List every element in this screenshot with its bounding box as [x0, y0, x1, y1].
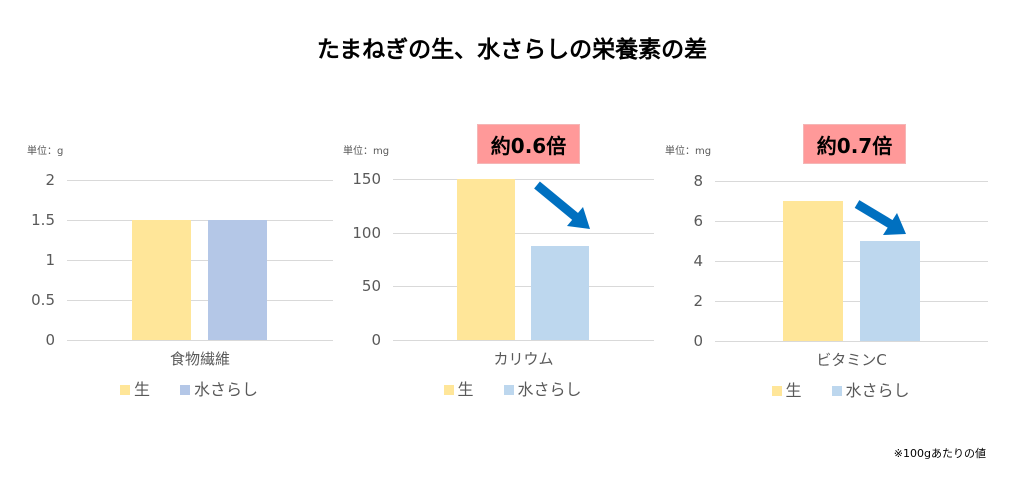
legend-label: 生 [785, 381, 802, 400]
legend-item: 水さらし [180, 376, 258, 400]
gridline [393, 179, 654, 180]
bar-raw [457, 179, 515, 340]
legend-item: 生 [771, 377, 802, 401]
legend-swatch [503, 385, 514, 395]
legend-label: 生 [134, 380, 151, 399]
y-tick-label: 0 [371, 331, 381, 349]
gridline [393, 340, 654, 341]
plot-area: 0 2 4 6 8 [693, 172, 988, 350]
plot-area: 0 50 100 150 [352, 170, 654, 349]
bar-soaked [531, 245, 589, 340]
gridline [393, 232, 654, 234]
unit-label: 単位：g [27, 146, 64, 157]
legend-item: 水さらし [503, 376, 582, 400]
legend: 生 水さらし [771, 377, 910, 401]
gridline [67, 340, 333, 341]
gridline [67, 300, 333, 301]
legend-label: 水さらし [194, 380, 259, 399]
gridline [715, 261, 988, 262]
category-label: 食物繊維 [169, 350, 230, 368]
category-label: カリウム [493, 350, 554, 368]
y-tick-label: 0.5 [31, 291, 55, 309]
unit-label: 単位：mg [343, 146, 390, 157]
ratio-badge: 約0.6倍 [477, 124, 580, 164]
page-title: たまねぎの生、水さらしの栄養素の差 [316, 37, 708, 63]
bar-soaked [860, 241, 920, 341]
y-tick-label: 6 [693, 212, 703, 230]
footnote: ※100gあたりの値 [893, 447, 986, 460]
y-tick-label: 4 [693, 252, 703, 270]
legend-swatch [443, 385, 454, 395]
y-tick-label: 0 [693, 332, 703, 350]
legend-label: 生 [457, 380, 474, 399]
unit-label: 単位：mg [665, 146, 712, 157]
legend-label: 水さらし [845, 381, 910, 400]
legend: 生 水さらし [443, 376, 582, 400]
bar-soaked [208, 220, 267, 340]
y-tick-label: 50 [361, 277, 381, 296]
gridline [715, 341, 988, 342]
legend-swatch [831, 386, 842, 396]
gridline [393, 286, 654, 288]
gridline [67, 180, 333, 181]
plot-area: 0 0.5 1 1.5 2 [31, 171, 333, 349]
gridline [715, 301, 988, 302]
bar-raw [783, 201, 843, 341]
y-tick-label: 150 [352, 170, 381, 188]
y-tick-label: 1.5 [31, 211, 55, 229]
y-tick-label: 0 [45, 331, 55, 349]
category-label: ビタミンC [816, 351, 887, 369]
bar-raw [132, 220, 191, 340]
gridline [67, 220, 333, 221]
gridline [715, 221, 988, 222]
legend-swatch [180, 385, 191, 395]
legend-swatch [771, 386, 782, 396]
y-tick-label: 1 [45, 251, 55, 269]
legend: 生 水さらし [120, 376, 258, 400]
gridline [67, 260, 333, 261]
y-tick-label: 100 [352, 223, 381, 242]
legend-label: 水さらし [517, 380, 582, 399]
legend-item: 生 [120, 376, 150, 400]
y-tick-label: 2 [45, 171, 55, 189]
legend-item: 生 [443, 376, 474, 400]
gridline [715, 181, 988, 182]
ratio-badge: 約0.7倍 [803, 124, 906, 164]
legend-item: 水さらし [831, 377, 910, 401]
y-tick-label: 8 [693, 172, 703, 190]
legend-swatch [120, 385, 130, 395]
y-tick-label: 2 [693, 292, 703, 310]
